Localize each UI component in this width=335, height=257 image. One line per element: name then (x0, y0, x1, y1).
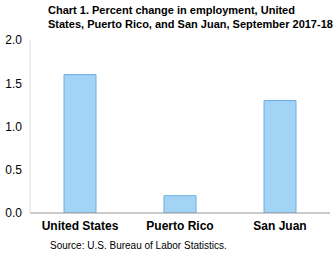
svg-text:1.5: 1.5 (8, 77, 22, 91)
svg-text:2.0: 2.0 (8, 33, 22, 47)
svg-text:Puerto Rico: Puerto Rico (146, 219, 213, 233)
svg-text:United States: United States (42, 219, 119, 233)
svg-text:1.0: 1.0 (8, 120, 22, 134)
html-text:Chart 1. Percent change in emp: Chart 1. Percent change in employment, U… (48, 4, 333, 30)
html-text:Source: U.S. Bureau of Labor S: Source: U.S. Bureau of Labor Statistics. (50, 240, 227, 251)
svg-text:0.0: 0.0 (8, 206, 22, 220)
svg-text:San Juan: San Juan (253, 219, 306, 233)
svg-text:0.5: 0.5 (8, 163, 22, 177)
